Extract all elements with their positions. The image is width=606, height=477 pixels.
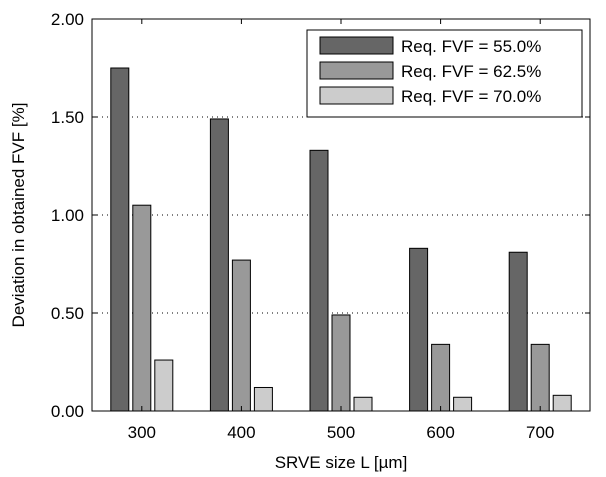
bar-400-series-2	[231, 259, 251, 412]
y-tick-label: 0.00	[51, 402, 84, 421]
x-ticks: 300 400 500 600 700	[128, 19, 554, 442]
x-axis-title: SRVE size L [µm]	[275, 453, 408, 472]
y-axis-title: Deviation in obtained FVF [%]	[9, 103, 28, 328]
bar-600-series-1	[409, 247, 429, 412]
bar-400-series-3	[253, 386, 273, 412]
bar-400-series-1	[209, 118, 229, 412]
legend-swatch	[319, 61, 394, 80]
legend-swatch	[319, 86, 394, 105]
bar-300-series-1	[110, 67, 130, 412]
bar-500-series-2	[331, 314, 351, 412]
legend-label: Req. FVF = 70.0%	[401, 87, 541, 106]
bar-500-series-3	[353, 396, 373, 412]
y-tick-label: 1.00	[51, 206, 84, 225]
x-tick-label: 300	[128, 423, 156, 442]
bar-700-series-1	[508, 251, 528, 412]
legend-swatch	[319, 36, 394, 55]
y-tick-label: 0.50	[51, 304, 84, 323]
bar-300-series-2	[132, 204, 152, 412]
bar-600-series-2	[431, 343, 451, 412]
y-tick-label: 2.00	[51, 10, 84, 29]
x-tick-label: 500	[327, 423, 355, 442]
x-tick-label: 600	[426, 423, 454, 442]
legend-label: Req. FVF = 55.0%	[401, 37, 541, 56]
bar-600-series-3	[453, 396, 473, 412]
x-tick-label: 700	[526, 423, 554, 442]
x-tick-label: 400	[227, 423, 255, 442]
bar-700-series-2	[530, 343, 550, 412]
bar-700-series-3	[552, 394, 572, 412]
bars	[110, 67, 572, 412]
bar-500-series-1	[309, 149, 329, 412]
y-ticks: 0.00 0.50 1.00 1.50 2.00	[51, 10, 590, 421]
legend-label: Req. FVF = 62.5%	[401, 62, 541, 81]
legend: Req. FVF = 55.0% Req. FVF = 62.5% Req. FVF…	[306, 29, 583, 118]
bar-300-series-3	[154, 359, 174, 412]
y-tick-label: 1.50	[51, 108, 84, 127]
